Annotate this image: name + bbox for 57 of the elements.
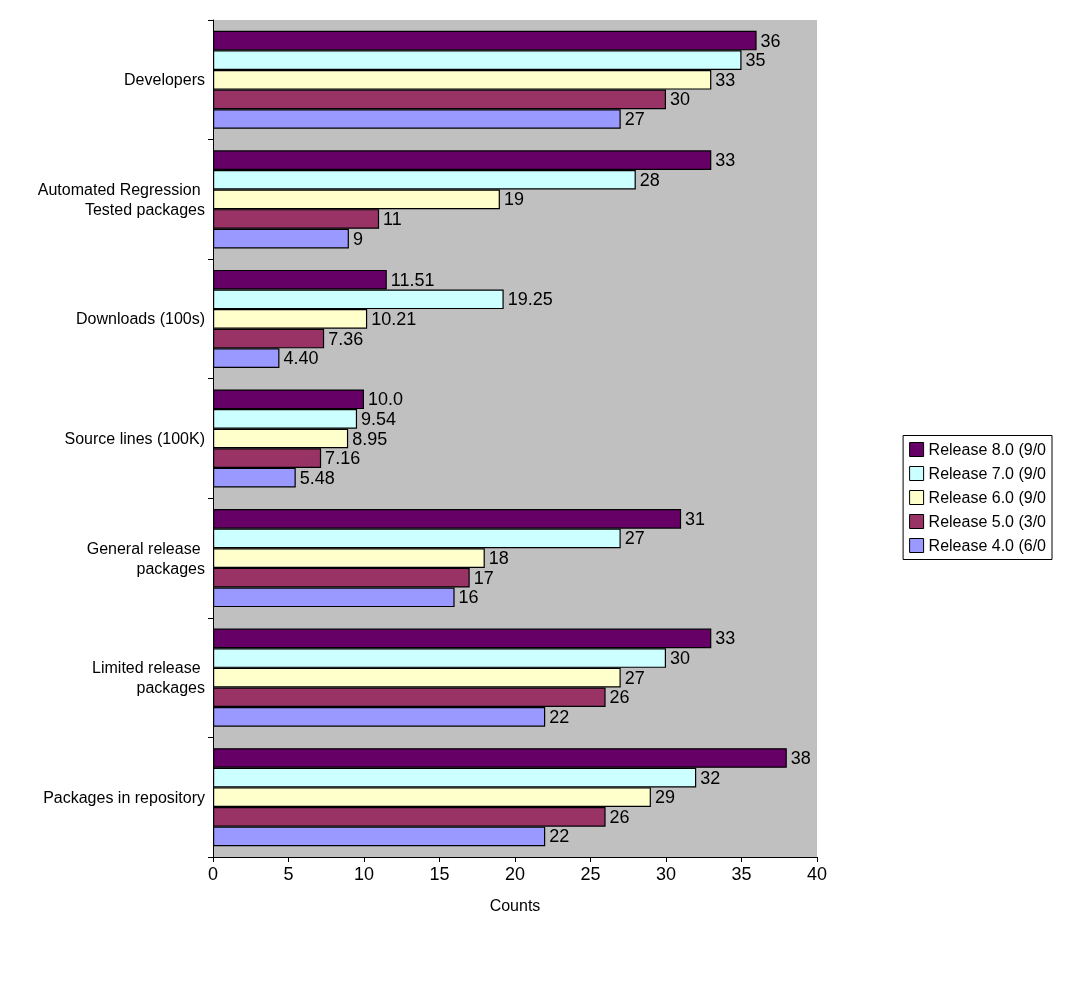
data-label: 10.0 [368,389,404,410]
data-label: 33 [715,628,736,649]
x-tick-label: 15 [429,864,450,884]
x-tick-label: 20 [504,864,526,884]
data-label: 8.95 [352,428,388,449]
data-label: 27 [624,528,645,549]
x-tick-label: 5 [283,864,294,884]
data-label: 32 [700,767,721,788]
y-tick-label: General release packages [86,539,205,577]
data-label: 17 [473,567,494,588]
legend-label: Release 7.0 (9/0 [928,465,1047,482]
data-label: 31 [685,508,706,529]
data-label: 19.25 [507,289,553,310]
data-label: 5.48 [299,467,335,488]
data-label: 27 [624,667,645,688]
data-label: 22 [549,706,570,727]
data-label: 30 [670,89,691,110]
x-tick-label: 10 [353,864,375,884]
y-tick-label: Downloads (100s) [76,310,205,328]
y-tick-label: Packages in repository [43,788,205,806]
data-label: 18 [488,548,509,569]
data-label: 30 [670,648,691,669]
x-axis-title: Counts [489,896,541,914]
data-label: 10.21 [371,308,417,329]
data-label: 26 [609,806,630,827]
y-tick-label: Developers [124,71,205,89]
y-tick-label: Source lines (100K) [64,430,205,447]
x-tick-label: 0 [207,864,219,884]
data-label: 28 [639,169,660,190]
data-label: 16 [458,587,479,608]
x-tick-label: 35 [731,864,752,884]
x-tick-label: 25 [580,864,601,884]
data-label: 7.36 [328,328,364,349]
data-label: 33 [715,150,736,171]
data-label: 9.54 [361,408,397,429]
x-tick-label: 30 [655,864,677,884]
data-label: 29 [654,787,675,808]
data-label: 26 [609,687,630,708]
data-label: 35 [745,50,766,71]
legend-label: Release 8.0 (9/0 [928,441,1047,458]
data-label: 11 [383,208,402,229]
legend-label: Release 5.0 (3/0 [928,513,1047,530]
data-label: 7.16 [325,448,361,469]
data-label: 19 [503,189,524,210]
data-label: 22 [549,826,570,847]
data-label: 27 [624,109,645,130]
legend-label: Release 4.0 (6/0 [928,537,1047,554]
data-label: 4.40 [283,348,319,369]
data-label: 9 [352,228,363,249]
x-tick-label: 40 [806,864,828,884]
y-tick-label: Limited release packages [92,659,205,697]
data-label: 38 [790,747,811,768]
y-tick-label: Automated Regression Tested packages [37,180,205,218]
data-label: 33 [715,69,736,90]
legend-label: Release 6.0 (9/0 [928,489,1047,506]
data-label: 36 [760,30,781,51]
data-label: 11.51 [390,269,435,290]
